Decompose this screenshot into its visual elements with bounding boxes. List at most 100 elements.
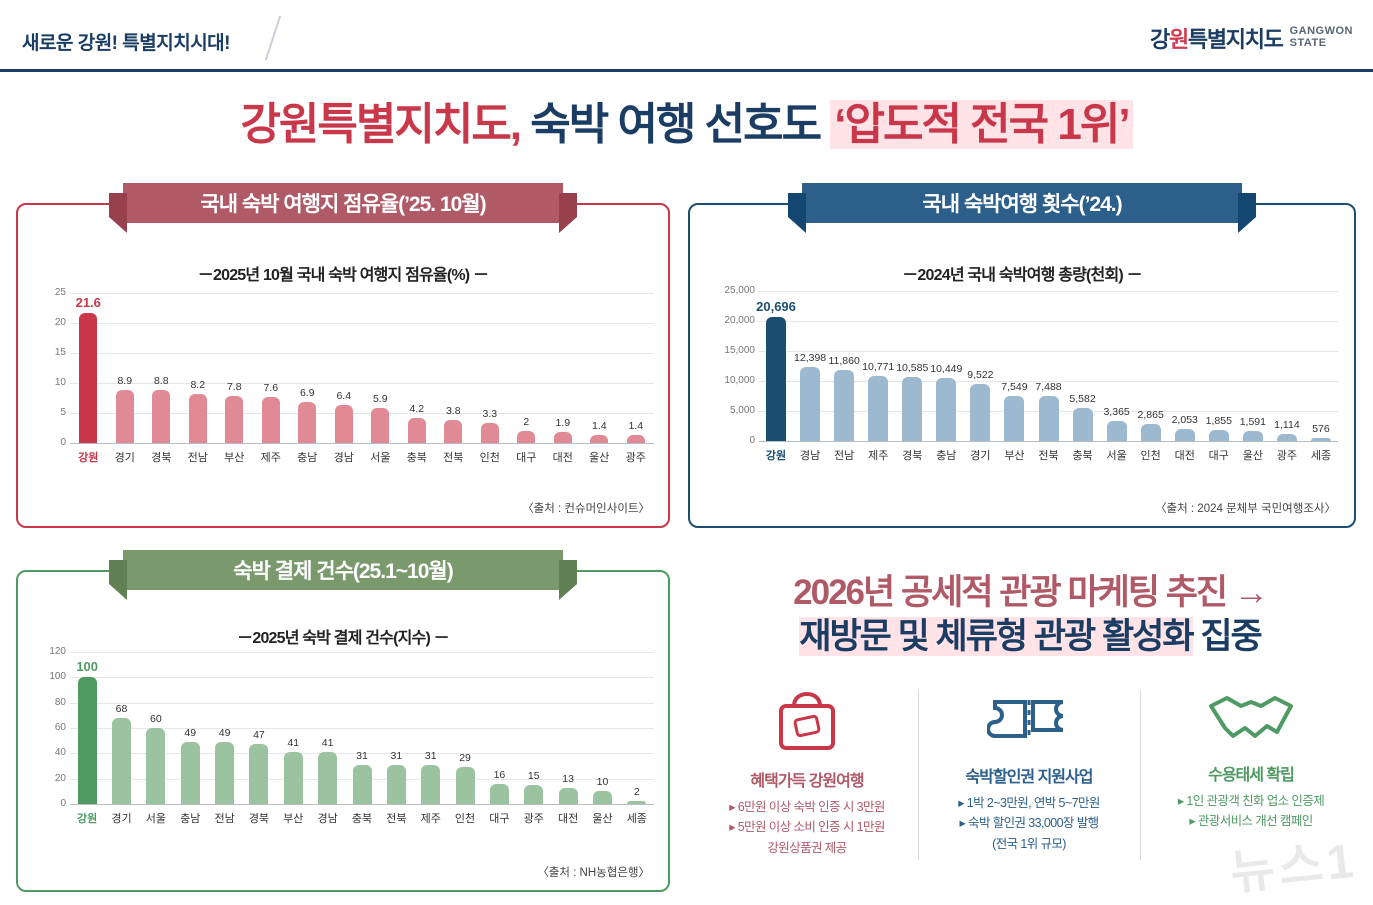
bar-value-label: 8.2 [190,378,206,391]
bar-value-label: 1.4 [591,419,607,432]
bar [1276,434,1297,441]
bar [371,407,390,443]
bar-value-label: 3,365 [1103,405,1130,418]
gridline [70,702,654,704]
bar-value-label: 31 [356,749,368,762]
gridline [70,652,654,653]
gridline [759,381,1338,382]
panel1-title: 국내 숙박 여행지 점유율(’25. 10월) [123,183,563,223]
promo-headline-1: 2026년 공세적 관광 마케팅 추진 → [793,573,1269,612]
bar-value-label: 8.8 [153,375,169,388]
bar-value-label: 1.4 [628,419,644,432]
promo-col-2: 숙박할인권 지원사업 ▸ 1박 2~3만원, 연박 5~7만원 ▸ 숙박 할인권… [924,688,1134,854]
bar-value-label: 11,860 [828,354,860,367]
brand-en-line1: GANGWON [1289,25,1353,38]
x-axis-category-label: 전북 [386,813,407,825]
top-bar: 새로운 강원! 특별지치시대! 강원특별지치도 GANGWON STATE [0,0,1373,72]
y-axis-tick-label: 25 [54,287,66,298]
brand-kr-accent: 원 [1168,27,1189,52]
brand-name-en: GANGWON STATE [1290,26,1353,49]
x-axis-category-label: 세종 [626,813,647,825]
panel2-title: 국내 숙박여행 횟수(’24.) [802,183,1242,223]
bar [800,366,821,441]
x-axis-category-label: 울산 [589,452,610,464]
x-axis-category-label: 부산 [1004,450,1025,462]
x-axis-category-label: 경남 [799,450,821,462]
y-axis-tick-label: 25,000 [724,285,755,296]
bar [1140,423,1161,441]
gridline [70,353,654,354]
bar-value-label: 1.9 [555,416,571,429]
promo-col-1: 혜택가득 강원여행 ▸ 6만원 이상 숙박 인증 시 3만원 ▸ 5만원 이상 … [702,688,912,858]
y-axis-tick-label: 0 [749,435,755,446]
bar [1072,407,1093,441]
bar [1310,437,1331,441]
x-axis-category-label: 서울 [370,452,391,464]
bar [249,744,269,804]
bar-value-label: 2 [523,416,530,428]
x-axis-category-label: 부산 [283,813,304,825]
x-axis-category-label: 제주 [260,452,281,464]
brand-kr-2: 특별지치도 [1187,27,1284,52]
bar-value-label: 8.9 [117,374,133,387]
bar [115,389,134,443]
y-axis-tick-label: 40 [54,747,66,759]
y-axis-tick-label: 20 [54,772,66,784]
gridline [70,383,654,384]
promo-col-1-line-3: 강원상품권 제공 [767,840,847,855]
y-axis-tick-label: 0 [60,437,66,448]
x-axis-category-label: 제주 [420,813,441,825]
bar [77,677,97,804]
bar [970,383,991,441]
promo-headline-2a: 재방문 및 체류형 관광 활성화 [799,617,1195,656]
bar [1242,431,1263,441]
bar-value-label: 10,771 [862,361,895,374]
x-axis-category-label: 대구 [1208,450,1229,462]
panel1-title-wrap: 국내 숙박 여행지 점유율(’25. 10월) [123,183,563,223]
x-axis-category-label: 전남 [214,813,235,825]
bar-value-label: 1,591 [1239,416,1266,429]
bar-value-label: 21.6 [75,295,101,311]
gridline [759,351,1338,352]
bar [421,764,441,804]
panel3-source: 〈출처 : NH농협은행〉 [537,867,650,879]
bar [592,791,612,804]
bar [407,417,426,443]
bar [517,431,536,443]
bar [1004,395,1025,441]
y-axis-tick-label: 10 [54,377,66,388]
x-axis-category-label: 경남 [333,452,354,464]
bar-value-label: 6.9 [299,386,315,399]
bar [283,752,303,804]
bar-value-label: 29 [459,752,471,765]
x-axis-category-label: 서울 [1106,450,1127,462]
promo-col-1-title: 혜택가득 강원여행 [750,773,864,790]
bar-value-label: 1,114 [1274,419,1300,432]
bar [480,423,499,443]
x-axis-category-label: 전북 [443,452,464,464]
bar [590,434,609,443]
bar [1038,396,1059,441]
promo-col-1-line-1: ▸ 6만원 이상 숙박 인증 시 3만원 [729,800,885,814]
headline-part3: ‘압도적 전국 1위’ [830,100,1133,149]
bar-value-label: 12,398 [794,351,827,364]
bar [188,393,207,443]
panel3-subtitle: －2025년 숙박 결제 건수(지수) － [237,630,450,647]
bar-value-label: 49 [184,726,197,739]
bar [386,764,406,804]
x-axis-category-label: 충북 [351,813,373,825]
promo-col-2-line-1: ▸ 1박 2~3만원, 연박 5~7만원 [958,796,1100,810]
handshake-icon [1209,696,1293,738]
x-axis-category-label: 제주 [868,450,889,462]
chart-trip-count: 0 5,000 10,000 15,000 20,000 25,000 20,696 강원 12… [704,285,1344,487]
bar [902,377,923,441]
panel2-subtitle: －2024년 국내 숙박여행 총량(천회) － [902,267,1142,284]
bar-value-label: 7,488 [1035,381,1062,394]
bar [352,764,372,804]
promo-col-1-line-2: ▸ 5만원 이상 소비 인증 시 1만원 [729,820,885,835]
panel-trip-count: 국내 숙박여행 횟수(’24.) －2024년 국내 숙박여행 총량(천회) －… [688,183,1356,528]
x-axis-category-label: 세종 [1310,450,1332,462]
headline-part2: 숙박 여행 선호도 [520,100,831,149]
bar [766,316,787,441]
x-axis-category-label: 전남 [834,450,855,462]
